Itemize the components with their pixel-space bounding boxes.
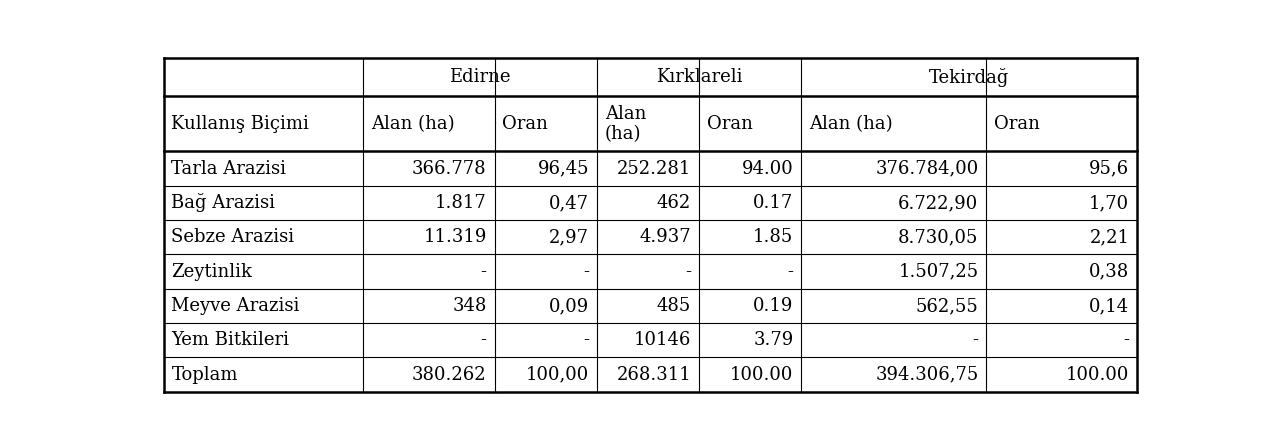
Text: 4.937: 4.937 — [640, 228, 692, 246]
Text: Alan (ha): Alan (ha) — [371, 115, 454, 133]
Text: 95,6: 95,6 — [1089, 160, 1129, 178]
Text: -: - — [1123, 331, 1129, 349]
Text: 96,45: 96,45 — [538, 160, 589, 178]
Text: Tarla Arazisi: Tarla Arazisi — [171, 160, 287, 178]
Text: 2,97: 2,97 — [549, 228, 589, 246]
Text: 252.281: 252.281 — [617, 160, 692, 178]
Text: 1.85: 1.85 — [754, 228, 793, 246]
Text: -: - — [582, 263, 589, 281]
Text: 394.306,75: 394.306,75 — [876, 366, 978, 384]
Text: 100.00: 100.00 — [1066, 366, 1129, 384]
Text: 0,09: 0,09 — [548, 297, 589, 315]
Text: 10146: 10146 — [633, 331, 692, 349]
Text: Toplam: Toplam — [171, 366, 237, 384]
Text: Meyve Arazisi: Meyve Arazisi — [171, 297, 299, 315]
Text: 3.79: 3.79 — [754, 331, 793, 349]
Text: 1.817: 1.817 — [435, 194, 487, 212]
Text: Alan
(ha): Alan (ha) — [605, 105, 646, 143]
Text: 100.00: 100.00 — [730, 366, 793, 384]
Text: 348: 348 — [452, 297, 487, 315]
Text: -: - — [582, 331, 589, 349]
Text: Edirne: Edirne — [449, 69, 510, 86]
Text: Kullanış Biçimi: Kullanış Biçimi — [171, 115, 310, 133]
Text: Kırklareli: Kırklareli — [656, 69, 742, 86]
Text: -: - — [972, 331, 978, 349]
Text: 0.17: 0.17 — [754, 194, 793, 212]
Text: 94.00: 94.00 — [741, 160, 793, 178]
Text: Tekirdağ: Tekirdağ — [929, 68, 1009, 87]
Text: Oran: Oran — [994, 115, 1041, 133]
Text: -: - — [685, 263, 692, 281]
Text: 8.730,05: 8.730,05 — [898, 228, 978, 246]
Text: -: - — [481, 263, 487, 281]
Text: 6.722,90: 6.722,90 — [898, 194, 978, 212]
Text: Bağ Arazisi: Bağ Arazisi — [171, 194, 275, 213]
Text: -: - — [481, 331, 487, 349]
Text: 2,21: 2,21 — [1089, 228, 1129, 246]
Text: 562,55: 562,55 — [916, 297, 978, 315]
Text: 0,14: 0,14 — [1089, 297, 1129, 315]
Text: 366.778: 366.778 — [412, 160, 487, 178]
Text: Sebze Arazisi: Sebze Arazisi — [171, 228, 294, 246]
Text: 0,38: 0,38 — [1089, 263, 1129, 281]
Text: 11.319: 11.319 — [424, 228, 487, 246]
Text: 1.507,25: 1.507,25 — [898, 263, 978, 281]
Text: 0,47: 0,47 — [549, 194, 589, 212]
Text: Oran: Oran — [503, 115, 548, 133]
Text: 485: 485 — [657, 297, 692, 315]
Text: Oran: Oran — [707, 115, 753, 133]
Text: 380.262: 380.262 — [412, 366, 487, 384]
Text: 100,00: 100,00 — [525, 366, 589, 384]
Text: 376.784,00: 376.784,00 — [876, 160, 978, 178]
Text: 1,70: 1,70 — [1089, 194, 1129, 212]
Text: -: - — [787, 263, 793, 281]
Text: 268.311: 268.311 — [617, 366, 692, 384]
Text: 462: 462 — [657, 194, 692, 212]
Text: Yem Bitkileri: Yem Bitkileri — [171, 331, 289, 349]
Text: Alan (ha): Alan (ha) — [810, 115, 893, 133]
Text: 0.19: 0.19 — [753, 297, 793, 315]
Text: Zeytinlik: Zeytinlik — [171, 263, 253, 281]
